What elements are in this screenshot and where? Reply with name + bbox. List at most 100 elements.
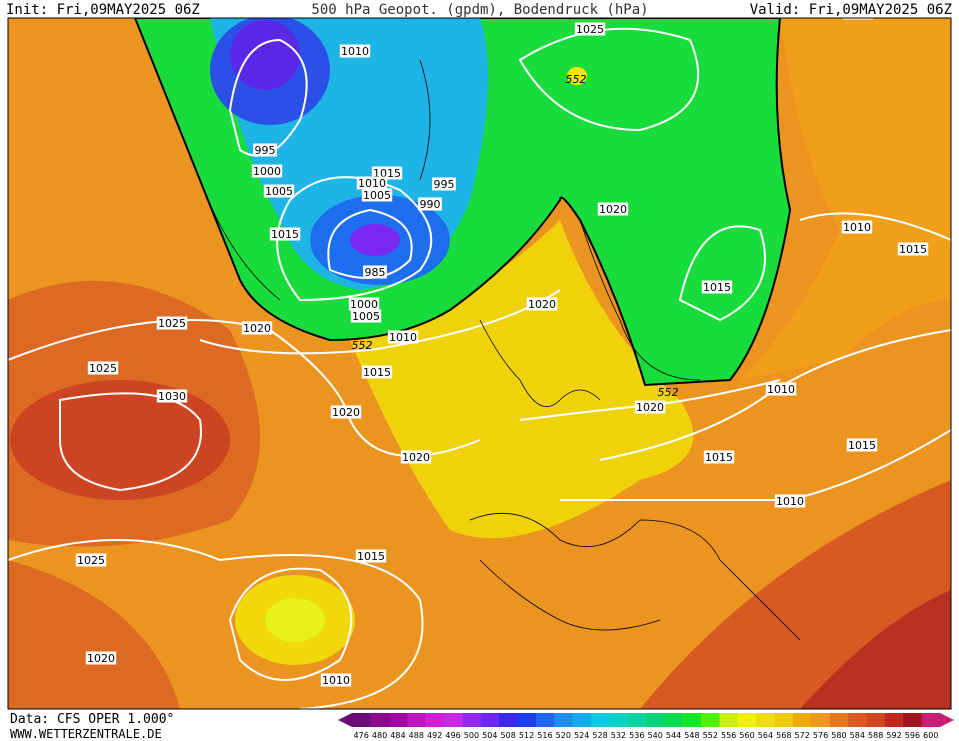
colorbar-swatch xyxy=(884,713,904,727)
isobar-label-box xyxy=(634,400,666,414)
isobar-label-group: 1010 xyxy=(765,382,797,396)
colorbar-label: 528 xyxy=(592,731,607,740)
colorbar-swatch xyxy=(866,713,886,727)
colorbar-swatch xyxy=(627,713,647,727)
field-north-low-core xyxy=(230,20,300,90)
colorbar-label: 576 xyxy=(813,731,828,740)
isobar-label-group: 1025 xyxy=(75,553,107,567)
isobar-label-group: 1010 xyxy=(320,673,352,687)
isobar-label-box xyxy=(251,164,283,178)
isobar-label-group: 1020 xyxy=(597,202,629,216)
isobar-label-box xyxy=(701,280,733,294)
colorbar-swatch xyxy=(535,713,555,727)
geopotential-label: 552 xyxy=(352,339,373,352)
colorbar-label: 548 xyxy=(684,731,699,740)
colorbar-swatch xyxy=(737,713,757,727)
isobar-label-group: 1015 xyxy=(846,438,878,452)
isobar-label-box xyxy=(597,202,629,216)
isobar-label-group: 1025 xyxy=(156,316,188,330)
colorbar-swatch xyxy=(517,713,537,727)
init-time: Init: Fri,09MAY2025 06Z xyxy=(6,2,200,18)
isobar-label-box xyxy=(330,405,362,419)
colorbar-swatch xyxy=(462,713,482,727)
isobar-label-group: 1015 xyxy=(355,549,387,563)
data-source: Data: CFS OPER 1.000° xyxy=(10,712,174,727)
isobar-label: 1020 xyxy=(636,401,664,414)
isobar-label-box xyxy=(432,177,456,191)
colorbar-label: 580 xyxy=(831,731,846,740)
colorbar-label: 488 xyxy=(409,731,424,740)
isobar-label: 1005 xyxy=(265,185,293,198)
colorbar-swatch xyxy=(848,713,867,727)
isobar-label-box xyxy=(339,44,371,58)
isobar-label-group: 1020 xyxy=(526,297,558,311)
valid-time: Valid: Fri,09MAY2025 06Z xyxy=(750,2,952,18)
colorbar-swatch xyxy=(774,713,794,727)
isobar-label: 1025 xyxy=(576,23,604,36)
isobar-label-group: 1015 xyxy=(361,365,393,379)
isobar-label-box xyxy=(897,242,929,256)
colorbar-arrow-left xyxy=(338,713,352,727)
isobar-label: 1010 xyxy=(776,495,804,508)
colorbar-swatch xyxy=(756,713,776,727)
colorbar-swatch xyxy=(370,713,390,727)
colorbar-label: 596 xyxy=(905,731,920,740)
isobar-label-box xyxy=(361,188,393,202)
isobar-label-group: 995 xyxy=(253,143,277,157)
isobar-label-group: 1015 xyxy=(269,227,301,241)
colorbar-label: 572 xyxy=(795,731,810,740)
isobar-label: 1015 xyxy=(357,550,385,563)
field-orange-northeast xyxy=(740,18,951,380)
isobar-label-box xyxy=(355,549,387,563)
isobar-label: 1000 xyxy=(253,165,281,178)
isobar-label-group: 1030 xyxy=(156,389,188,403)
isobar-label-group: 1010 xyxy=(841,220,873,234)
isobar-label-group: 1010 xyxy=(842,7,874,20)
isobar-label-group: 1015 xyxy=(703,450,735,464)
isobar-label-box xyxy=(363,265,387,279)
colorbar-label: 560 xyxy=(739,731,754,740)
isobar-label-box xyxy=(156,316,188,330)
field-warm-southwest xyxy=(8,560,180,709)
isobar-label: 1020 xyxy=(528,298,556,311)
colorbar-label: 544 xyxy=(666,731,681,740)
isobar-label: 1010 xyxy=(767,383,795,396)
isobar-label-box xyxy=(703,450,735,464)
map-frame xyxy=(7,17,952,710)
isobar-label: 1010 xyxy=(844,7,872,20)
isobar-label-box xyxy=(841,220,873,234)
colorbar-label: 592 xyxy=(886,731,901,740)
isobar-label-group: 1010 xyxy=(339,44,371,58)
colorbar-swatch xyxy=(388,713,408,727)
isobar-label-group: 1015 xyxy=(701,280,733,294)
isobar-label-group: 1010 xyxy=(774,494,806,508)
colorbar-label: 520 xyxy=(556,731,571,740)
colorbar-label: 568 xyxy=(776,731,791,740)
field-warm-spot xyxy=(567,67,587,85)
colorbar-label: 556 xyxy=(721,731,736,740)
isobar-label-group: 1020 xyxy=(400,450,432,464)
isobar-label-box xyxy=(387,330,419,344)
geopotential-label-group: 552 xyxy=(352,339,373,352)
isobar-label: 1025 xyxy=(158,317,186,330)
isobar-label-group: 1000 xyxy=(251,164,283,178)
colorbar-label: 504 xyxy=(482,731,497,740)
colorbar-arrow-right xyxy=(940,713,954,727)
isobar-label-group: 1025 xyxy=(574,22,606,36)
isobar-label: 1015 xyxy=(271,228,299,241)
field-yellow-core xyxy=(265,598,325,642)
isobar-label-group: 1025 xyxy=(87,361,119,375)
colorbar-swatch xyxy=(572,713,592,727)
isobar-label-box xyxy=(400,450,432,464)
isobar-label: 1020 xyxy=(243,322,271,335)
isobar-label-box xyxy=(846,438,878,452)
isobar-label-box xyxy=(842,18,874,20)
isobar-label: 1030 xyxy=(158,390,186,403)
isobar-label-box xyxy=(765,382,797,396)
isobar-label: 1015 xyxy=(848,439,876,452)
isobar-label-box xyxy=(574,22,606,36)
isobar-label-box xyxy=(320,673,352,687)
isobar-label-box xyxy=(253,143,277,157)
field-low-center xyxy=(350,224,400,256)
isobar-label: 1010 xyxy=(843,221,871,234)
